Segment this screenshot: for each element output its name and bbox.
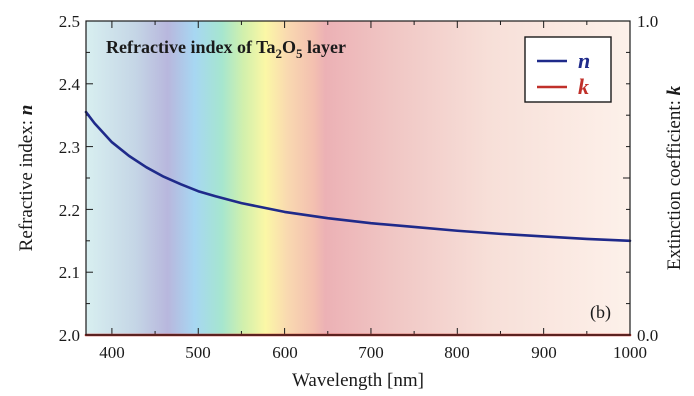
y-left-tick-label: 2.0	[59, 326, 80, 345]
panel-label: (b)	[590, 302, 611, 323]
y-left-tick-label: 2.4	[59, 75, 81, 94]
x-tick-labels: 400 500 600 700 800 900 1000	[99, 343, 647, 362]
x-tick-label: 600	[272, 343, 298, 362]
x-tick-label: 1000	[613, 343, 647, 362]
legend-label-n: n	[578, 48, 590, 73]
y-right-tick-labels: 0.0 1.0	[637, 12, 658, 345]
y-right-tick-label: 0.0	[637, 326, 658, 345]
legend-label-k: k	[578, 74, 589, 99]
chart-title: Refractive index of Ta2O5 layer	[106, 37, 346, 61]
x-tick-label: 900	[531, 343, 557, 362]
y-right-tick-label: 1.0	[637, 12, 658, 31]
series-line-n	[84, 110, 632, 243]
plot-frame	[85, 20, 631, 336]
legend: n k	[524, 36, 612, 103]
x-tick-label: 500	[185, 343, 211, 362]
y-left-tick-label: 2.1	[59, 263, 80, 282]
y-left-axis-title: Refractive index: n	[16, 105, 37, 252]
y-left-tick-labels: 2.0 2.1 2.2 2.3 2.4 2.5	[59, 12, 81, 345]
legend-box	[524, 36, 612, 103]
x-tick-label: 400	[99, 343, 125, 362]
x-axis-title: Wavelength [nm]	[292, 370, 424, 391]
y-left-tick-label: 2.3	[59, 138, 80, 157]
y-left-tick-label: 2.2	[59, 201, 80, 220]
x-tick-label: 700	[358, 343, 384, 362]
y-right-axis-title: Extinction coefficient: k	[664, 85, 685, 270]
x-tick-label: 800	[444, 343, 470, 362]
y-left-tick-label: 2.5	[59, 12, 80, 31]
